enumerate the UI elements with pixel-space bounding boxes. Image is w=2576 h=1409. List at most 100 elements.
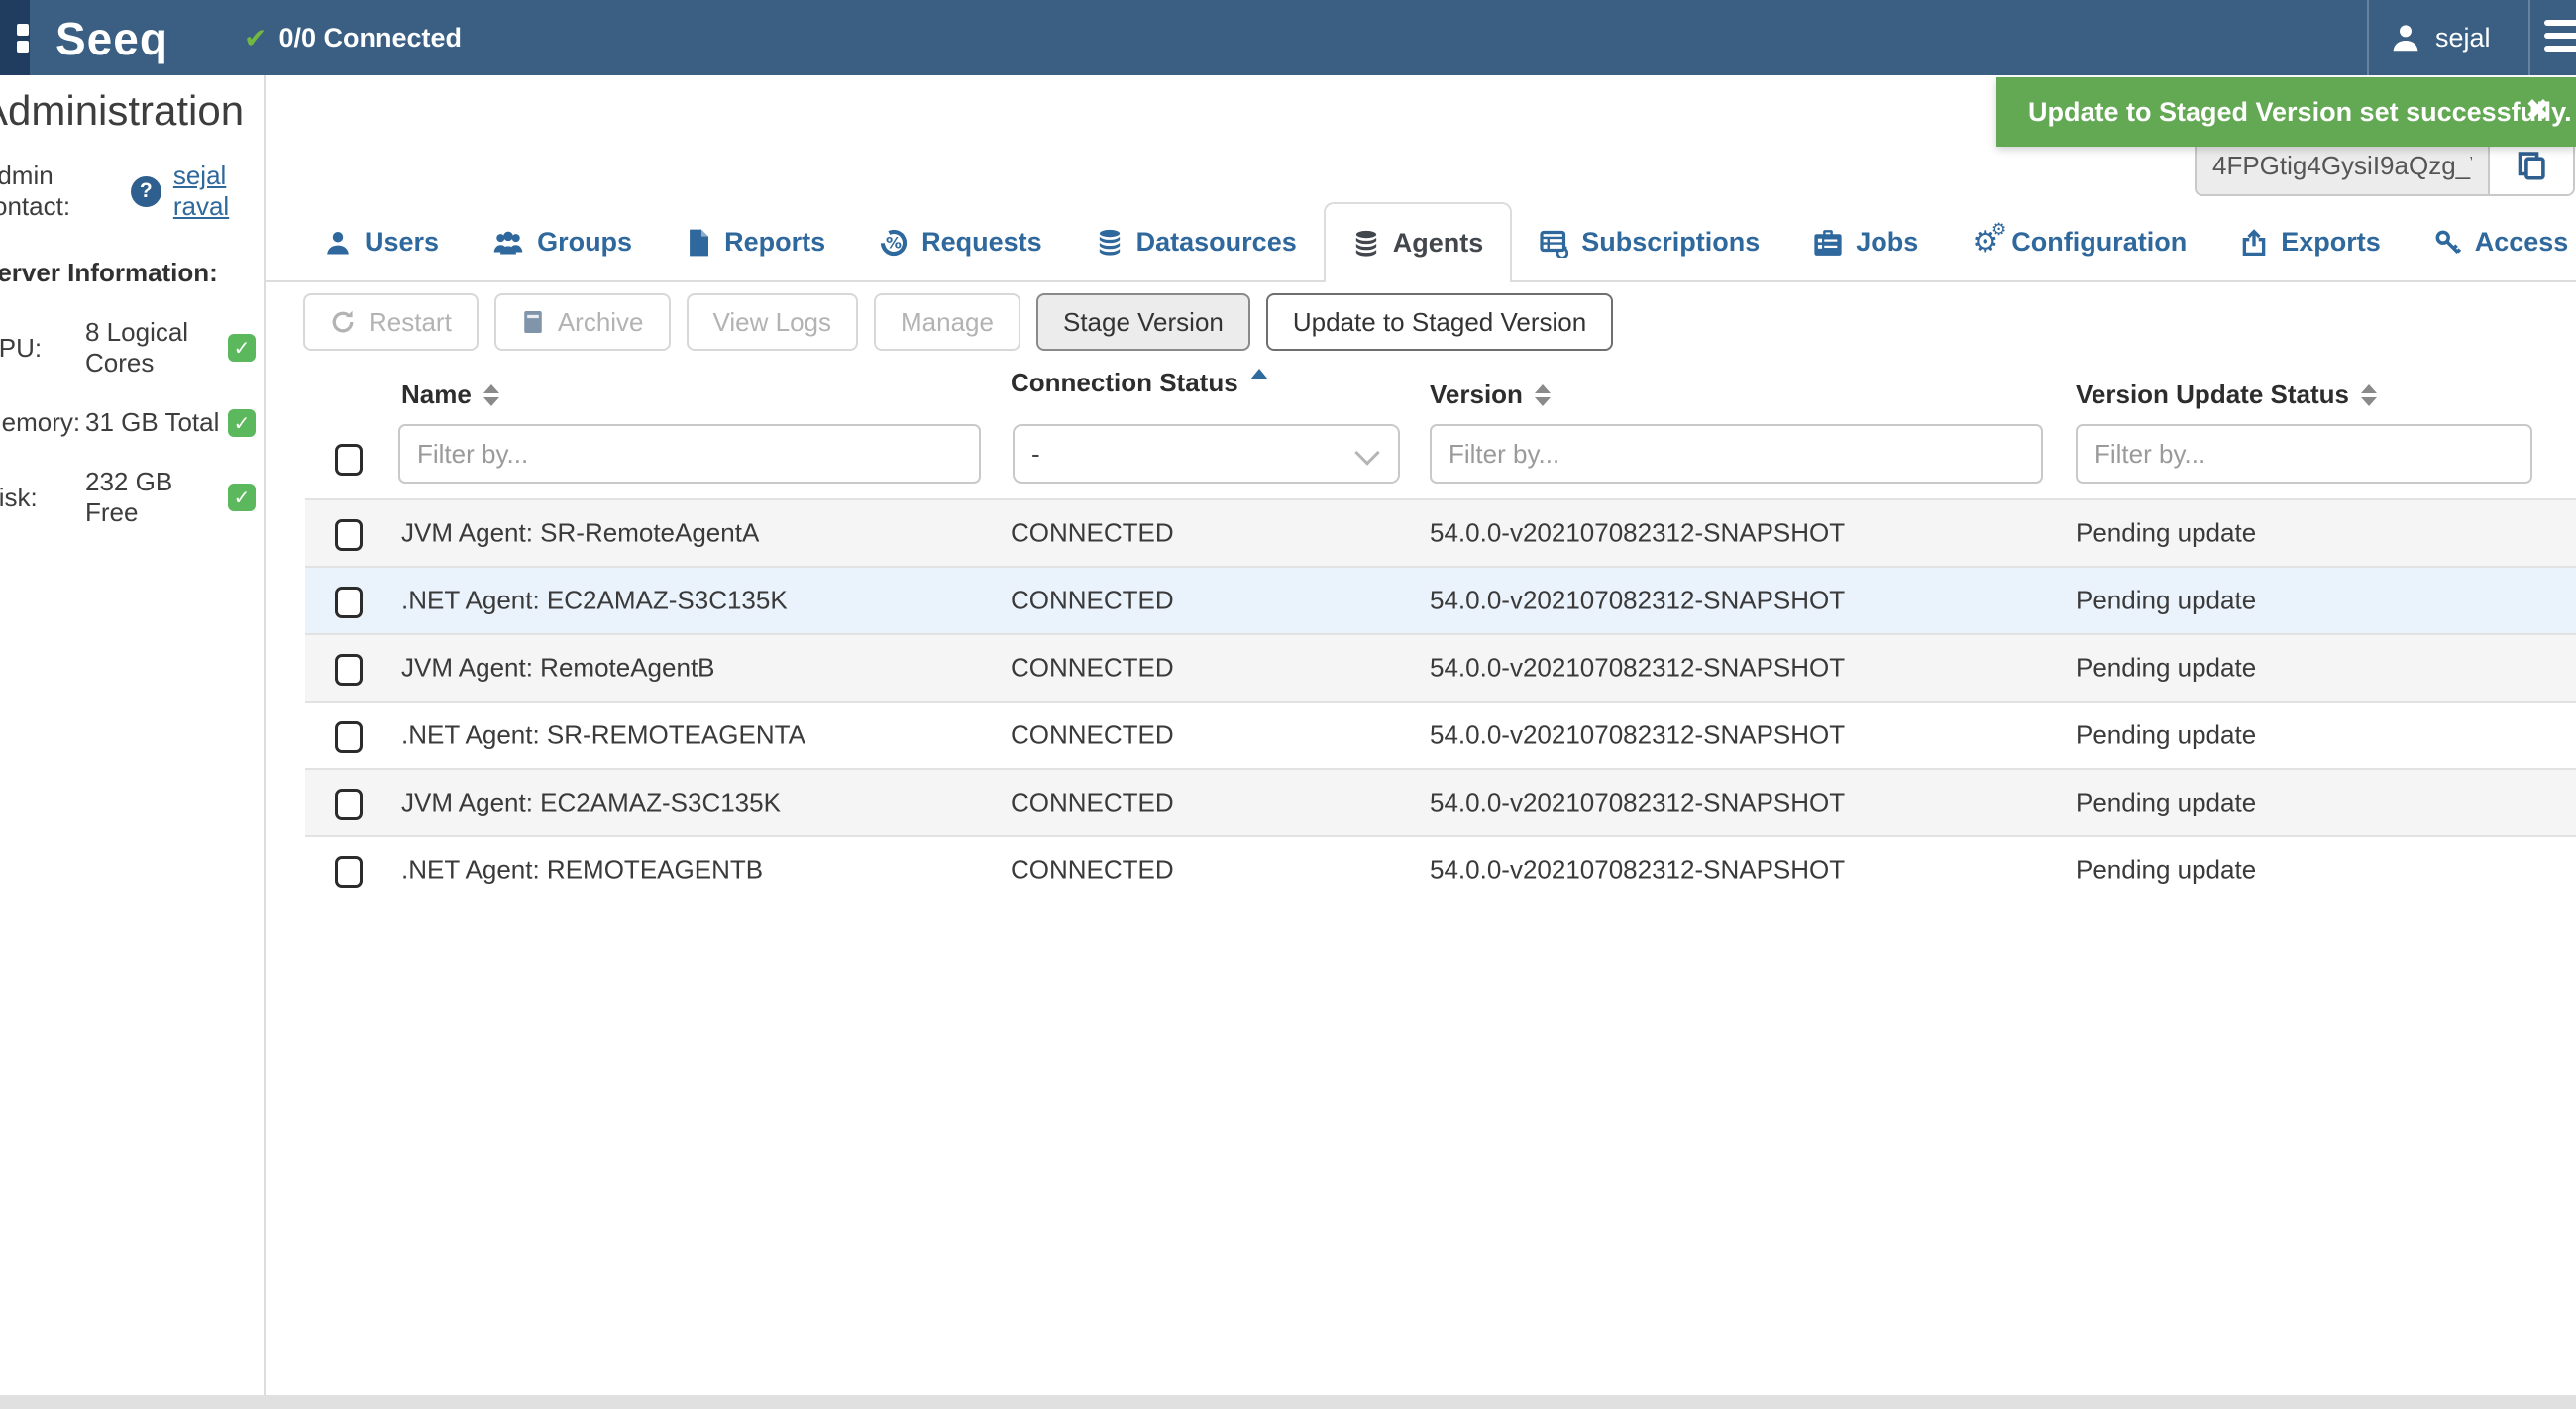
tab-exports[interactable]: Exports xyxy=(2213,202,2408,282)
table-row[interactable]: .NET Agent: SR-REMOTEAGENTA CONNECTED 54… xyxy=(305,701,2576,768)
button-label: Stage Version xyxy=(1062,306,1224,337)
column-header-version[interactable]: Version xyxy=(1430,379,1551,410)
connection-status: CONNECTED xyxy=(1011,719,1174,750)
table-row[interactable]: .NET Agent: REMOTEAGENTB CONNECTED 54.0.… xyxy=(305,835,2576,903)
row-checkbox[interactable] xyxy=(335,721,363,753)
row-checkbox[interactable] xyxy=(335,654,363,686)
tab-label: Subscriptions xyxy=(1581,227,1761,257)
user-icon xyxy=(2390,22,2421,54)
disk-label: Disk: xyxy=(0,482,38,512)
disk-stat-row: Disk: 232 GB Free ✓ xyxy=(0,467,256,528)
database-icon xyxy=(1096,228,1124,258)
tab-reports[interactable]: Reports xyxy=(659,202,852,282)
tab-label: Configuration xyxy=(2011,227,2188,257)
export-icon xyxy=(2240,228,2268,258)
column-header-version-update-status[interactable]: Version Update Status xyxy=(2076,379,2377,410)
agent-name: .NET Agent: REMOTEAGENTB xyxy=(401,854,764,885)
row-checkbox[interactable] xyxy=(335,519,363,551)
stage-version-button[interactable]: Stage Version xyxy=(1035,293,1250,351)
tab-label: Requests xyxy=(921,227,1042,257)
svg-text:%: % xyxy=(886,233,902,252)
tab-label: Access Keys xyxy=(2474,227,2576,257)
connected-status-text: 0/0 Connected xyxy=(278,23,463,53)
disk-value: 232 GB Free xyxy=(85,467,173,527)
version-update-status: Pending update xyxy=(2076,854,2257,885)
cpu-label: CPU: xyxy=(0,332,43,363)
cpu-stat-row: CPU: 8 Logical Cores ✓ xyxy=(0,317,256,379)
table-row[interactable]: JVM Agent: RemoteAgentB CONNECTED 54.0.0… xyxy=(305,633,2576,701)
connection-status: CONNECTED xyxy=(1011,585,1174,615)
restart-button[interactable]: Restart xyxy=(303,293,479,351)
manage-button[interactable]: Manage xyxy=(874,293,1020,351)
row-checkbox[interactable] xyxy=(335,587,363,618)
copy-icon xyxy=(2515,149,2548,182)
group-icon xyxy=(492,229,524,257)
memory-label: Memory: xyxy=(0,407,81,437)
admin-contact-label: Admin contact: xyxy=(0,161,71,221)
tab-access-keys[interactable]: Access Keys xyxy=(2408,202,2576,282)
tab-jobs[interactable]: Jobs xyxy=(1786,202,1945,282)
tab-label: Datasources xyxy=(1135,227,1297,257)
help-question-icon[interactable]: ? xyxy=(130,175,161,207)
version-filter-input[interactable] xyxy=(1430,424,2043,484)
success-toast: Update to Staged Version set successfull… xyxy=(1996,77,2576,147)
column-header-connection-status[interactable]: Connection Status xyxy=(1011,368,1268,398)
grid-menu-icon[interactable] xyxy=(0,0,30,75)
memory-value: 31 GB Total xyxy=(85,407,220,437)
agent-name: .NET Agent: EC2AMAZ-S3C135K xyxy=(401,585,788,615)
memory-stat-row: Memory: 31 GB Total ✓ xyxy=(0,407,256,438)
user-menu[interactable]: sejal xyxy=(2390,0,2491,75)
agent-version: 54.0.0-v202107082312-SNAPSHOT xyxy=(1430,719,1846,750)
connection-status: CONNECTED xyxy=(1011,517,1174,548)
horizontal-scrollbar-track[interactable] xyxy=(0,1395,2576,1409)
version-update-status: Pending update xyxy=(2076,719,2257,750)
archive-button[interactable]: Archive xyxy=(493,293,671,351)
view-logs-button[interactable]: View Logs xyxy=(686,293,859,351)
connection-status-filter-select[interactable]: - xyxy=(1013,424,1400,484)
table-row[interactable]: .NET Agent: EC2AMAZ-S3C135K CONNECTED 54… xyxy=(305,566,2576,633)
tab-label: Agents xyxy=(1392,228,1484,258)
cpu-value: 8 Logical Cores xyxy=(85,317,189,378)
tab-requests[interactable]: % Requests xyxy=(852,202,1069,282)
admin-contact-link[interactable]: sejal raval xyxy=(172,161,230,221)
select-all-checkbox[interactable] xyxy=(335,444,363,476)
seeq-logo[interactable]: Seeq xyxy=(55,13,168,64)
connection-summary: ✔ 0/0 Connected xyxy=(244,22,462,54)
row-checkbox[interactable] xyxy=(335,789,363,820)
database-icon xyxy=(1352,229,1380,259)
column-header-name[interactable]: Name xyxy=(401,379,499,410)
gears-icon: ⚙ ⚙ xyxy=(1972,219,2007,260)
table-row[interactable]: JVM Agent: EC2AMAZ-S3C135K CONNECTED 54.… xyxy=(305,768,2576,835)
agent-name: JVM Agent: EC2AMAZ-S3C135K xyxy=(401,787,781,817)
sort-icon xyxy=(483,383,499,406)
toast-close-icon[interactable]: ✖ xyxy=(2524,93,2550,128)
tab-groups[interactable]: Groups xyxy=(466,202,659,282)
toast-message: Update to Staged Version set successfull… xyxy=(2028,96,2572,127)
tab-users[interactable]: Users xyxy=(297,202,466,282)
button-label: Manage xyxy=(901,306,994,337)
sort-asc-icon xyxy=(1249,369,1268,379)
refresh-icon xyxy=(330,309,356,335)
name-filter-input[interactable] xyxy=(398,424,981,484)
agent-version: 54.0.0-v202107082312-SNAPSHOT xyxy=(1430,585,1846,615)
archive-icon xyxy=(521,309,545,335)
version-update-status: Pending update xyxy=(2076,787,2257,817)
tab-datasources[interactable]: Datasources xyxy=(1069,202,1324,282)
table-row[interactable]: JVM Agent: SR-RemoteAgentA CONNECTED 54.… xyxy=(305,498,2576,566)
hamburger-menu-icon[interactable] xyxy=(2544,20,2576,58)
tab-subscriptions[interactable]: Subscriptions xyxy=(1512,202,1786,282)
tab-agents[interactable]: Agents xyxy=(1323,202,1513,282)
requests-meter-icon: % xyxy=(879,228,909,258)
update-to-staged-version-button[interactable]: Update to Staged Version xyxy=(1265,293,1614,351)
row-checkbox[interactable] xyxy=(335,856,363,888)
tab-label: Reports xyxy=(724,227,826,257)
button-label: View Logs xyxy=(712,306,832,337)
navbar-divider xyxy=(2367,0,2369,75)
version-update-status-filter-input[interactable] xyxy=(2076,424,2532,484)
tab-label: Groups xyxy=(537,227,633,257)
agent-version: 54.0.0-v202107082312-SNAPSHOT xyxy=(1430,854,1846,885)
tab-label: Users xyxy=(365,227,440,257)
tab-configuration[interactable]: ⚙ ⚙ Configuration xyxy=(1945,202,2213,282)
chevron-down-icon xyxy=(1354,440,1380,466)
